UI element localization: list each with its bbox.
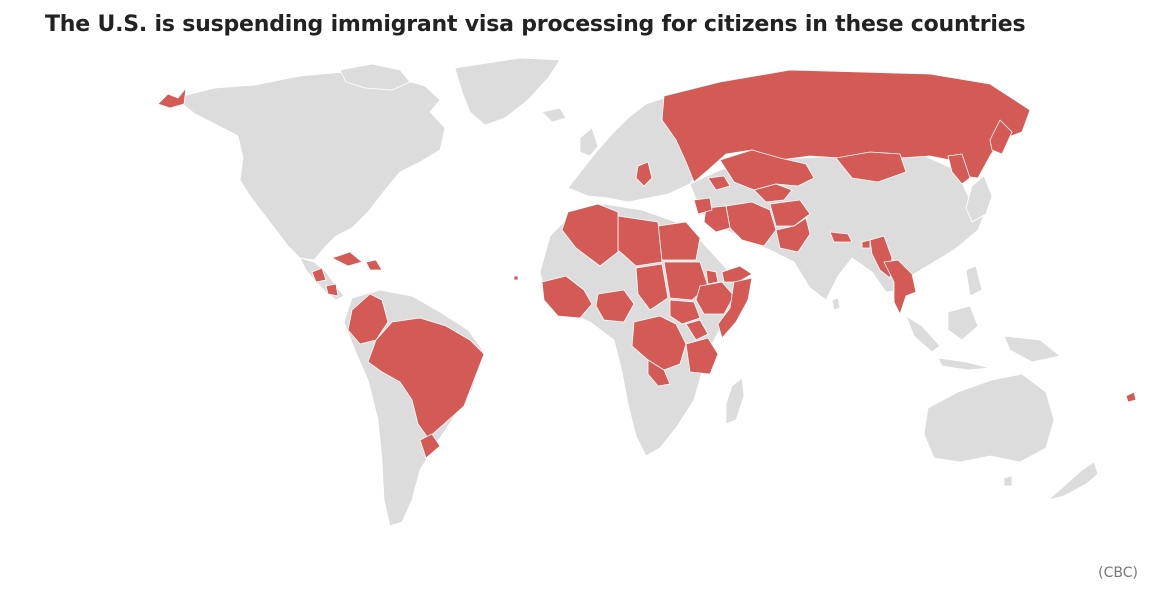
country-brazil [367, 317, 485, 439]
land-sri-lanka [831, 297, 841, 311]
country-tanzania [685, 337, 719, 375]
land-philippines [965, 265, 983, 297]
country-algeria [561, 203, 619, 267]
country-kazakhstan [719, 149, 815, 191]
country-russia-far-east [947, 153, 971, 185]
land-sumatra [905, 315, 941, 353]
country-thailand-laos [883, 259, 917, 315]
country-pakistan [775, 217, 811, 253]
land-iceland [541, 107, 567, 123]
land-new-zealand [1047, 461, 1099, 501]
country-egypt [657, 221, 701, 261]
map-credit: (CBC) [1098, 565, 1138, 581]
land-greenland [454, 57, 561, 126]
country-somalia [717, 277, 753, 339]
country-nigeria [595, 289, 635, 323]
country-georgia [707, 175, 731, 191]
land-new-guinea [1003, 335, 1061, 363]
country-guatemala [311, 267, 327, 283]
land-japan [965, 175, 993, 223]
country-west-africa [541, 275, 593, 319]
land-madagascar [725, 377, 745, 425]
country-nepal [829, 231, 853, 243]
country-central-africa [631, 315, 687, 371]
map-title: The U.S. is suspending immigrant visa pr… [45, 12, 1026, 37]
land-tasmania [1003, 475, 1013, 487]
country-bhutan [861, 239, 871, 249]
country-south-sudan [669, 299, 701, 325]
country-uruguay [419, 433, 441, 459]
country-angola [647, 359, 671, 387]
country-iran [725, 201, 777, 247]
land-north-america [174, 71, 446, 261]
land-arctic-islands [339, 63, 411, 91]
land-australia [923, 373, 1055, 463]
land-java [937, 357, 991, 371]
country-chad [635, 263, 669, 311]
country-iraq [703, 205, 731, 233]
land-british-isles [579, 127, 599, 157]
country-mongolia [835, 151, 907, 183]
country-kamchatka [989, 119, 1013, 155]
country-ethiopia [695, 281, 735, 315]
country-cabo-verde [513, 275, 519, 281]
land-borneo [947, 305, 979, 341]
country-afghanistan [769, 199, 811, 227]
world-map [157, 57, 1137, 527]
country-colombia [347, 293, 389, 345]
country-nicaragua [325, 283, 339, 297]
country-syria [693, 197, 713, 215]
country-pacific-island [1125, 391, 1137, 403]
country-alaska-islands [157, 87, 187, 109]
country-uzbekistan [753, 183, 793, 203]
country-haiti [365, 259, 383, 271]
country-russia [661, 69, 1031, 183]
country-yemen [721, 265, 753, 283]
country-uganda [685, 319, 709, 341]
country-balkans [635, 161, 653, 187]
country-cuba [331, 251, 363, 267]
country-eritrea [705, 269, 719, 285]
